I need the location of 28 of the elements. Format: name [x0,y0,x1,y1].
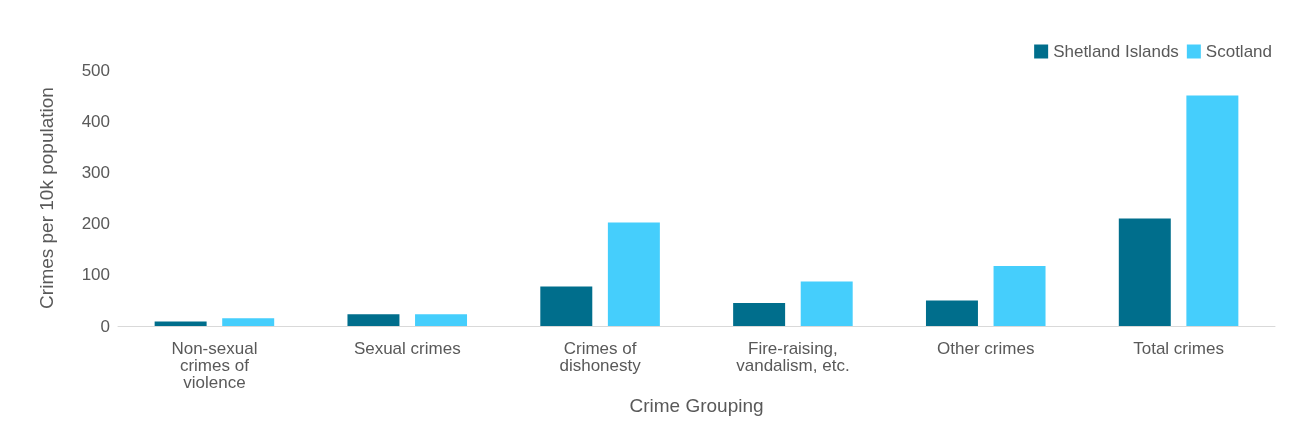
bar [1118,218,1171,326]
x-axis-title: Crime Grouping [629,394,764,416]
x-tick-label: Sexual crimes [353,339,461,358]
bar [925,300,978,326]
bar [540,286,593,326]
legend-label: Shetland Islands [1053,42,1179,61]
bar [222,318,275,326]
bar [415,314,468,326]
y-tick-label: 400 [81,111,110,131]
bar [800,281,853,326]
x-tick-label: Other crimes [937,339,1035,358]
x-tick-label: Fire-raising, vandalism, etc. [736,339,850,375]
legend-label: Scotland [1205,42,1273,61]
bar [347,314,400,326]
x-tick-label: Crimes of dishonesty [559,339,642,375]
bar [607,222,660,326]
bar [993,266,1046,326]
y-tick-label: 0 [100,316,110,336]
y-tick-label: 500 [81,60,110,80]
y-tick-label: 100 [81,265,110,285]
bar [1186,95,1239,326]
bar [154,321,207,326]
y-tick-label: 300 [81,162,110,182]
x-tick-label: Total crimes [1133,339,1224,358]
x-tick-label: Non-sexual crimes of violence [171,339,258,392]
y-tick-label: 200 [81,214,110,234]
bar [733,302,786,326]
y-axis-title: Crimes per 10k population [36,87,57,309]
